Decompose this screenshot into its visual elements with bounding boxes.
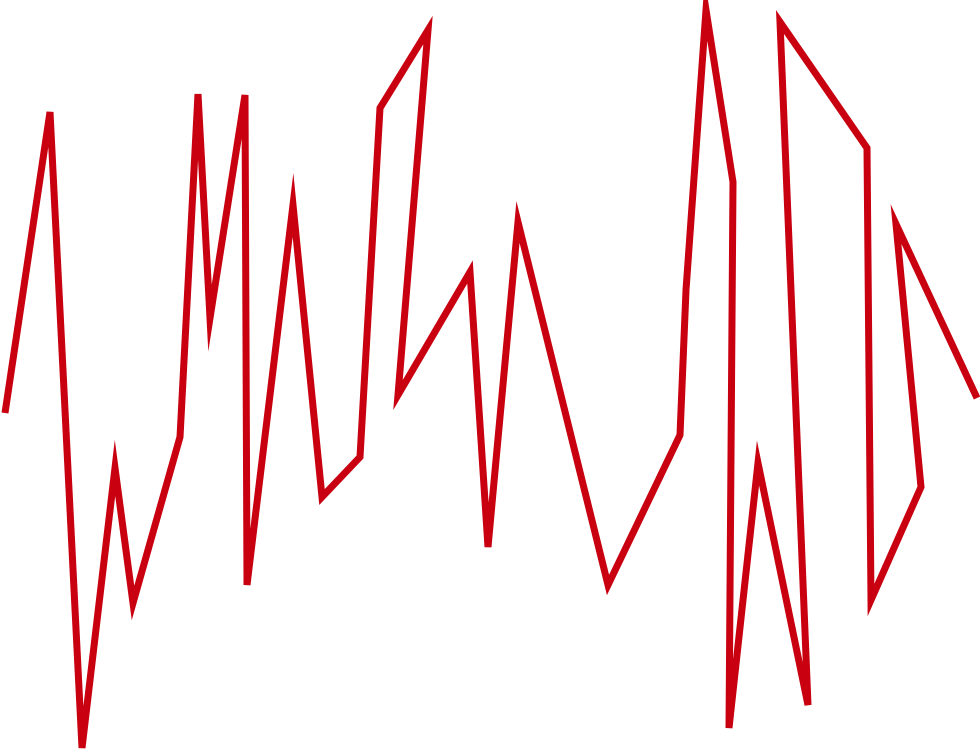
zigzag-line — [1, 0, 980, 749]
page — [1, 0, 980, 749]
drawing — [1, 0, 980, 749]
